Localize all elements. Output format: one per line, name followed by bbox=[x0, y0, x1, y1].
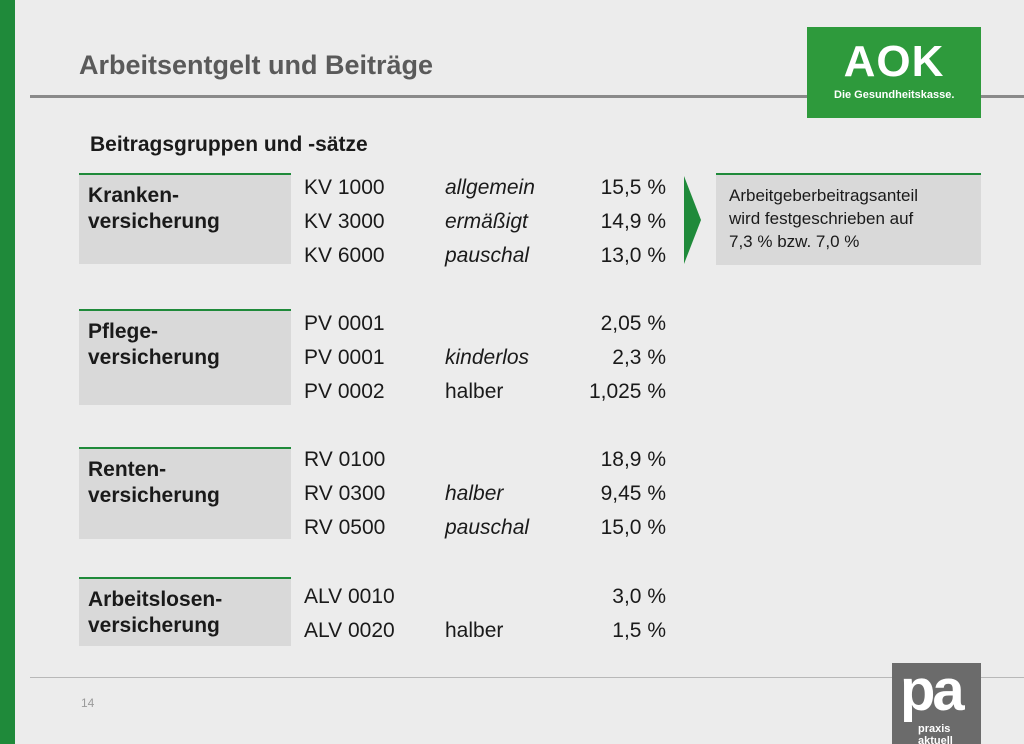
rate-value: 3,0 % bbox=[612, 585, 666, 608]
rate-value: 1,025 % bbox=[588, 380, 666, 403]
group-label-line2: versicherung bbox=[88, 210, 220, 233]
chevron-right-icon bbox=[684, 176, 701, 264]
rate-type: ermäßigt bbox=[445, 210, 528, 233]
group-label-renten: Renten- versicherung bbox=[79, 447, 291, 539]
section-subtitle: Beitragsgruppen und -sätze bbox=[90, 133, 368, 156]
rate-row: ALV 0010 3,0 % bbox=[304, 582, 674, 612]
rate-value: 15,5 % bbox=[600, 176, 666, 199]
rate-row: PV 0001 kinderlos 2,3 % bbox=[304, 343, 674, 373]
rate-code: RV 0100 bbox=[304, 448, 386, 471]
rate-code: RV 0500 bbox=[304, 516, 386, 539]
note-line2: wird festgeschrieben auf bbox=[729, 209, 914, 228]
rate-value: 1,5 % bbox=[612, 619, 666, 642]
rate-code: KV 1000 bbox=[304, 176, 385, 199]
pa-logo-text: praxis aktuell bbox=[918, 723, 953, 744]
group-label-line2: versicherung bbox=[88, 484, 220, 507]
rate-row: KV 3000 ermäßigt 14,9 % bbox=[304, 207, 674, 237]
rate-value: 15,0 % bbox=[600, 516, 666, 539]
rate-row: KV 6000 pauschal 13,0 % bbox=[304, 241, 674, 271]
left-accent-bar bbox=[0, 0, 15, 744]
aok-logo: AOK Die Gesundheitskasse. bbox=[807, 27, 981, 118]
rate-row: RV 0100 18,9 % bbox=[304, 445, 674, 475]
footer-divider bbox=[30, 677, 1024, 678]
rate-code: KV 6000 bbox=[304, 244, 385, 267]
aok-logo-word: AOK bbox=[843, 37, 945, 86]
rate-type: pauschal bbox=[445, 244, 530, 267]
group-label-kranken: Kranken- versicherung bbox=[79, 173, 291, 264]
rate-value: 2,3 % bbox=[612, 346, 666, 369]
group-label-line1: Pflege- bbox=[88, 320, 159, 343]
rate-code: PV 0001 bbox=[304, 346, 385, 369]
rate-type: pauschal bbox=[445, 516, 530, 539]
rate-value: 14,9 % bbox=[600, 210, 666, 233]
rate-row: RV 0500 pauschal 15,0 % bbox=[304, 513, 674, 543]
rate-row: RV 0300 halber 9,45 % bbox=[304, 479, 674, 509]
rate-code: PV 0001 bbox=[304, 312, 385, 335]
rate-row: PV 0001 2,05 % bbox=[304, 309, 674, 339]
group-label-arbeitslosen: Arbeitslosen- versicherung bbox=[79, 577, 291, 646]
pa-logo: pa praxis aktuell bbox=[892, 658, 981, 744]
page-number: 14 bbox=[81, 696, 95, 710]
note-line3: 7,3 % bzw. 7,0 % bbox=[729, 232, 860, 251]
employer-share-note: Arbeitgeberbeitragsanteil wird festgesch… bbox=[716, 173, 981, 265]
rate-type: halber bbox=[445, 380, 504, 403]
group-label-line1: Arbeitslosen- bbox=[88, 588, 223, 611]
rate-type: kinderlos bbox=[445, 346, 530, 369]
rate-value: 2,05 % bbox=[600, 312, 666, 335]
pa-logo-mark: pa bbox=[900, 658, 965, 723]
rate-value: 13,0 % bbox=[600, 244, 666, 267]
group-label-line1: Kranken- bbox=[88, 184, 180, 207]
rate-type: allgemein bbox=[445, 176, 535, 199]
group-label-line2: versicherung bbox=[88, 614, 220, 637]
note-line1: Arbeitgeberbeitragsanteil bbox=[729, 186, 919, 205]
rate-code: RV 0300 bbox=[304, 482, 386, 505]
rate-row: ALV 0020 halber 1,5 % bbox=[304, 616, 674, 646]
group-label-line1: Renten- bbox=[88, 458, 167, 481]
rate-code: KV 3000 bbox=[304, 210, 385, 233]
rate-value: 18,9 % bbox=[600, 448, 666, 471]
rate-type: halber bbox=[445, 619, 504, 642]
rate-row: PV 0002 halber 1,025 % bbox=[304, 377, 674, 407]
group-label-line2: versicherung bbox=[88, 346, 220, 369]
rate-row: KV 1000 allgemein 15,5 % bbox=[304, 173, 674, 203]
title-divider bbox=[30, 95, 1024, 98]
group-label-pflege: Pflege- versicherung bbox=[79, 309, 291, 405]
rate-code: ALV 0010 bbox=[304, 585, 395, 608]
rate-code: ALV 0020 bbox=[304, 619, 395, 642]
aok-logo-tagline: Die Gesundheitskasse. bbox=[834, 89, 955, 101]
rate-code: PV 0002 bbox=[304, 380, 385, 403]
page-title: Arbeitsentgelt und Beiträge bbox=[79, 50, 434, 80]
rate-type: halber bbox=[445, 482, 504, 505]
rate-value: 9,45 % bbox=[600, 482, 666, 505]
